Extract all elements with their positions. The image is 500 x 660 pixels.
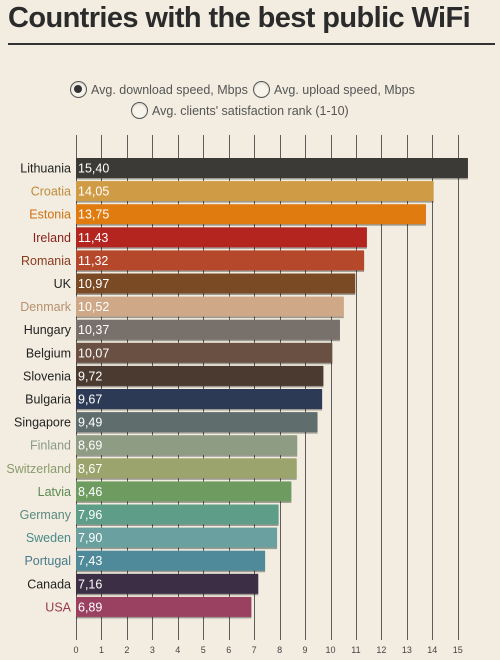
category-label: Lithuania [20,162,71,176]
option-satisfaction-label: Avg. clients' satisfaction rank (1-10) [152,103,349,118]
x-tick-label: 10 [325,645,335,655]
x-tick-label: 14 [427,645,437,655]
category-label: Singapore [14,416,71,430]
category-label: Switzerland [6,462,71,476]
x-tick-label: 1 [99,645,104,655]
value-label: 9,72 [78,369,102,383]
bar [76,527,278,548]
category-label: Bulgaria [25,393,71,407]
bar [76,181,434,202]
option-download-label: Avg. download speed, Mbps [91,82,248,97]
bar [76,250,365,271]
category-label: Finland [30,439,71,453]
chart-title: Countries with the best public WiFi [8,2,471,34]
x-tick-label: 0 [73,645,78,655]
bar [76,504,279,525]
title-divider [8,43,495,45]
value-label: 7,90 [78,531,102,545]
bar [76,596,252,617]
category-label: Croatia [31,185,71,199]
bar [76,273,356,294]
x-tick-label: 5 [201,645,206,655]
option-upload-speed[interactable]: Avg. upload speed, Mbps [253,81,415,98]
bar [76,481,292,502]
option-download-speed[interactable]: Avg. download speed, Mbps [70,81,248,98]
category-label: Portugal [24,554,71,568]
x-tick-label: 7 [252,645,257,655]
value-label: 15,40 [78,162,109,176]
value-label: 13,75 [78,208,109,222]
value-label: 8,67 [78,462,102,476]
value-label: 8,69 [78,439,102,453]
value-label: 7,43 [78,554,102,568]
value-label: 10,37 [78,323,109,337]
value-label: 6,89 [78,600,102,614]
value-label: 10,52 [78,300,109,314]
bar [76,389,323,409]
bar [76,412,318,433]
value-label: 10,97 [78,277,109,291]
bar [76,573,259,594]
bar [76,550,266,571]
value-label: 7,96 [78,508,102,522]
value-label: 11,43 [78,231,108,245]
x-tick-label: 11 [351,645,360,655]
value-label: 9,67 [78,393,102,407]
radio-unselected-icon[interactable] [253,81,270,98]
x-tick-label: 15 [453,645,463,655]
option-satisfaction-rank[interactable]: Avg. clients' satisfaction rank (1-10) [131,102,349,119]
bar [76,296,344,317]
category-label: Germany [20,508,72,522]
category-label: Estonia [29,208,71,222]
x-tick-label: 3 [150,645,155,655]
value-label: 11,32 [78,254,108,268]
category-label: Slovenia [23,369,71,383]
category-label: Hungary [24,323,72,337]
x-tick-label: 13 [402,645,412,655]
option-upload-label: Avg. upload speed, Mbps [274,82,415,97]
radio-unselected-icon[interactable] [131,102,148,119]
category-label: USA [45,600,71,614]
x-tick-label: 4 [175,645,180,655]
category-label: Latvia [38,485,71,499]
category-label: Denmark [20,300,71,314]
category-label: Romania [21,254,71,268]
category-label: UK [54,277,72,291]
bar [76,227,367,248]
radio-selected-icon[interactable] [70,81,87,98]
category-label: Ireland [33,231,71,245]
category-label: Canada [27,577,71,591]
x-tick-label: 2 [124,645,129,655]
bar [76,458,297,479]
bar [76,319,340,340]
bar [76,204,426,225]
value-label: 9,49 [78,416,102,430]
x-tick-label: 8 [277,645,282,655]
bar [76,342,333,363]
x-tick-label: 6 [226,645,231,655]
value-label: 14,05 [78,185,109,199]
bar [76,365,324,386]
value-label: 8,46 [78,485,102,499]
bar [76,158,468,178]
value-label: 10,07 [78,346,109,360]
x-tick-label: 9 [303,645,308,655]
bar [76,435,298,456]
value-label: 7,16 [78,577,102,591]
category-label: Belgium [26,346,71,360]
x-tick-label: 12 [376,645,386,655]
category-label: Sweden [26,531,71,545]
